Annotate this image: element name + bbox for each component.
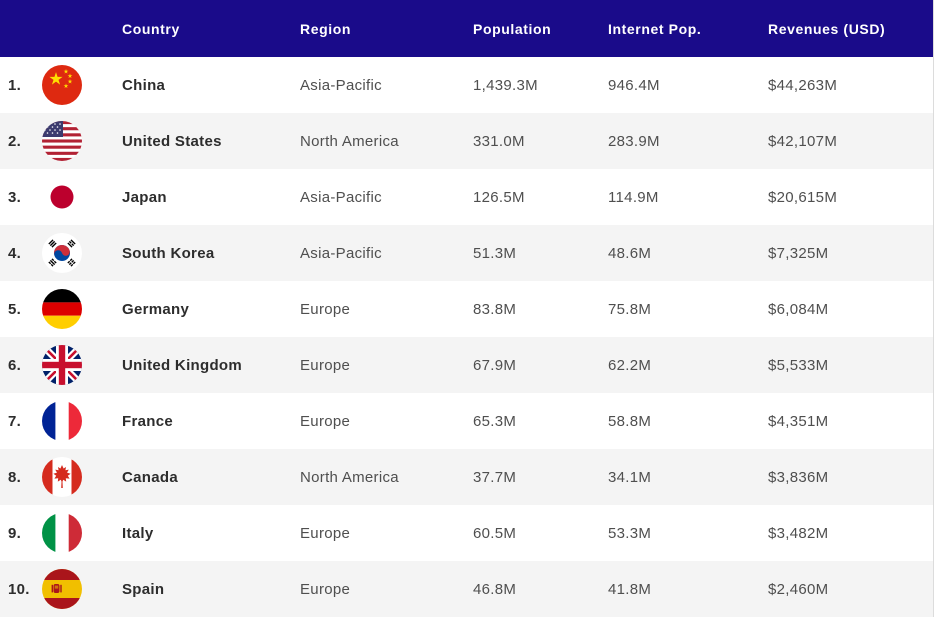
- table-body: 1. China Asia-Pacific 1,439.3M 946.4M $4: [0, 57, 933, 617]
- revenues-value: $4,351M: [768, 412, 829, 430]
- table-row-germany[interactable]: 5. Germany Europe 83.8M 75.8M $6,084M: [0, 281, 933, 337]
- revenues-value: $6,084M: [768, 300, 829, 318]
- table-row-china[interactable]: 1. China Asia-Pacific 1,439.3M 946.4M $4: [0, 57, 933, 113]
- united-states-flag-icon: [42, 121, 82, 161]
- rank-label: 2.: [8, 132, 22, 150]
- region-value: Europe: [300, 356, 351, 374]
- rank-label: 6.: [8, 356, 22, 374]
- internet-pop-value: 62.2M: [608, 356, 652, 374]
- population-value: 1,439.3M: [473, 76, 538, 94]
- population-value: 46.8M: [473, 580, 517, 598]
- rank-label: 3.: [8, 188, 22, 206]
- population-value: 65.3M: [473, 412, 517, 430]
- population-value: 51.3M: [473, 244, 517, 262]
- internet-pop-value: 946.4M: [608, 76, 660, 94]
- column-header-region[interactable]: Region: [300, 20, 352, 37]
- population-value: 331.0M: [473, 132, 525, 150]
- population-value: 67.9M: [473, 356, 517, 374]
- region-value: Europe: [300, 580, 351, 598]
- japan-flag-icon: [42, 177, 82, 217]
- country-name: Japan: [122, 188, 167, 206]
- column-header-country[interactable]: Country: [122, 20, 180, 37]
- table-row-south-korea[interactable]: 4. South Korea Asia-Pac: [0, 225, 933, 281]
- population-value: 37.7M: [473, 468, 517, 486]
- country-name: France: [122, 412, 173, 430]
- country-name: South Korea: [122, 244, 215, 262]
- region-value: Asia-Pacific: [300, 76, 382, 94]
- rank-label: 1.: [8, 76, 22, 94]
- region-value: North America: [300, 468, 399, 486]
- revenues-value: $42,107M: [768, 132, 838, 150]
- region-value: North America: [300, 132, 399, 150]
- rank-label: 9.: [8, 524, 22, 542]
- internet-pop-value: 34.1M: [608, 468, 652, 486]
- table-row-united-kingdom[interactable]: 6. United Kingdom Europe 67.9M 62.2M $5,…: [0, 337, 933, 393]
- table-row-spain[interactable]: 10. Spain Europe 46.8M 41.8M $2,4: [0, 561, 933, 617]
- revenues-value: $5,533M: [768, 356, 829, 374]
- rank-label: 10.: [8, 580, 30, 598]
- table-row-united-states[interactable]: 2.: [0, 113, 933, 169]
- population-value: 83.8M: [473, 300, 517, 318]
- column-header-internet-pop[interactable]: Internet Pop.: [608, 20, 702, 37]
- table-row-france[interactable]: 7. France Europe 65.3M 58.8M $4,351M: [0, 393, 933, 449]
- canada-flag-icon: [42, 457, 82, 497]
- revenues-value: $2,460M: [768, 580, 829, 598]
- table-row-italy[interactable]: 9. Italy Europe 60.5M 53.3M $3,482M: [0, 505, 933, 561]
- region-value: Asia-Pacific: [300, 244, 382, 262]
- population-value: 126.5M: [473, 188, 525, 206]
- internet-pop-value: 283.9M: [608, 132, 660, 150]
- table-header: Country Region Population Internet Pop. …: [0, 0, 933, 57]
- revenues-value: $44,263M: [768, 76, 838, 94]
- internet-pop-value: 48.6M: [608, 244, 652, 262]
- france-flag-icon: [42, 401, 82, 441]
- country-name: Italy: [122, 524, 154, 542]
- internet-pop-value: 41.8M: [608, 580, 652, 598]
- internet-pop-value: 114.9M: [608, 188, 659, 206]
- rank-label: 5.: [8, 300, 22, 318]
- table-row-japan[interactable]: 3. Japan Asia-Pacific 126.5M 114.9M $20,…: [0, 169, 933, 225]
- country-name: United States: [122, 132, 222, 150]
- region-value: Asia-Pacific: [300, 188, 382, 206]
- italy-flag-icon: [42, 513, 82, 553]
- country-name: Spain: [122, 580, 165, 598]
- region-value: Europe: [300, 524, 351, 542]
- internet-pop-value: 75.8M: [608, 300, 652, 318]
- revenues-value: $3,836M: [768, 468, 829, 486]
- rank-label: 4.: [8, 244, 22, 262]
- rank-label: 7.: [8, 412, 22, 430]
- china-flag-icon: [42, 65, 82, 105]
- revenues-value: $3,482M: [768, 524, 829, 542]
- population-value: 60.5M: [473, 524, 517, 542]
- country-name: Canada: [122, 468, 178, 486]
- country-name: China: [122, 76, 166, 94]
- region-value: Europe: [300, 412, 351, 430]
- united-kingdom-flag-icon: [42, 345, 82, 385]
- country-name: United Kingdom: [122, 356, 243, 374]
- internet-pop-value: 53.3M: [608, 524, 652, 542]
- table-row-canada[interactable]: 8. Canada North America 37.7M 34.1M $3,8…: [0, 449, 933, 505]
- spain-flag-icon: [42, 569, 82, 609]
- rank-label: 8.: [8, 468, 22, 486]
- revenues-value: $7,325M: [768, 244, 829, 262]
- internet-pop-value: 58.8M: [608, 412, 652, 430]
- region-value: Europe: [300, 300, 351, 318]
- south-korea-flag-icon: [42, 233, 82, 273]
- column-header-population[interactable]: Population: [473, 20, 552, 37]
- country-name: Germany: [122, 300, 190, 318]
- revenues-value: $20,615M: [768, 188, 838, 206]
- column-header-revenues[interactable]: Revenues (USD): [768, 20, 886, 37]
- germany-flag-icon: [42, 289, 82, 329]
